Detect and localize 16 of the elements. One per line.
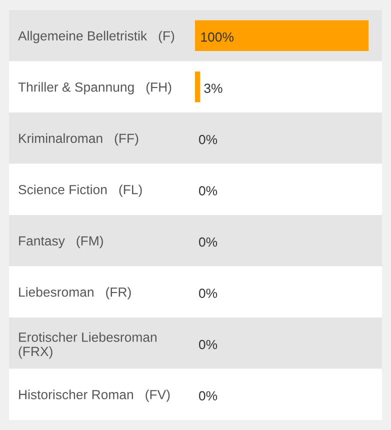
data-label: 0% — [198, 237, 218, 247]
data-label: 0% — [198, 340, 218, 350]
data-label: 0% — [198, 186, 218, 196]
y-tick-label: Thriller & Spannung (FH) — [18, 82, 172, 94]
y-tick-label: Historischer Roman (FV) — [19, 390, 170, 402]
y-tick-label: Erotischer Liebesroman (FRX) — [18, 332, 156, 359]
data-label: 0% — [198, 134, 218, 144]
y-tick-label: Kriminalroman (FF) — [19, 133, 138, 146]
y-tick-label: Liebesroman (FR) — [19, 287, 131, 300]
data-label: 3% — [204, 84, 222, 93]
data-label: 100% — [201, 32, 234, 42]
data-label: 0% — [198, 391, 218, 400]
y-tick-label: Science Fiction (FL) — [18, 184, 142, 197]
y-tick-label: Fantasy (FM) — [19, 236, 103, 248]
data-label: 0% — [198, 288, 218, 298]
y-tick-label: Allgemeine Belletristik (F) — [18, 30, 174, 44]
